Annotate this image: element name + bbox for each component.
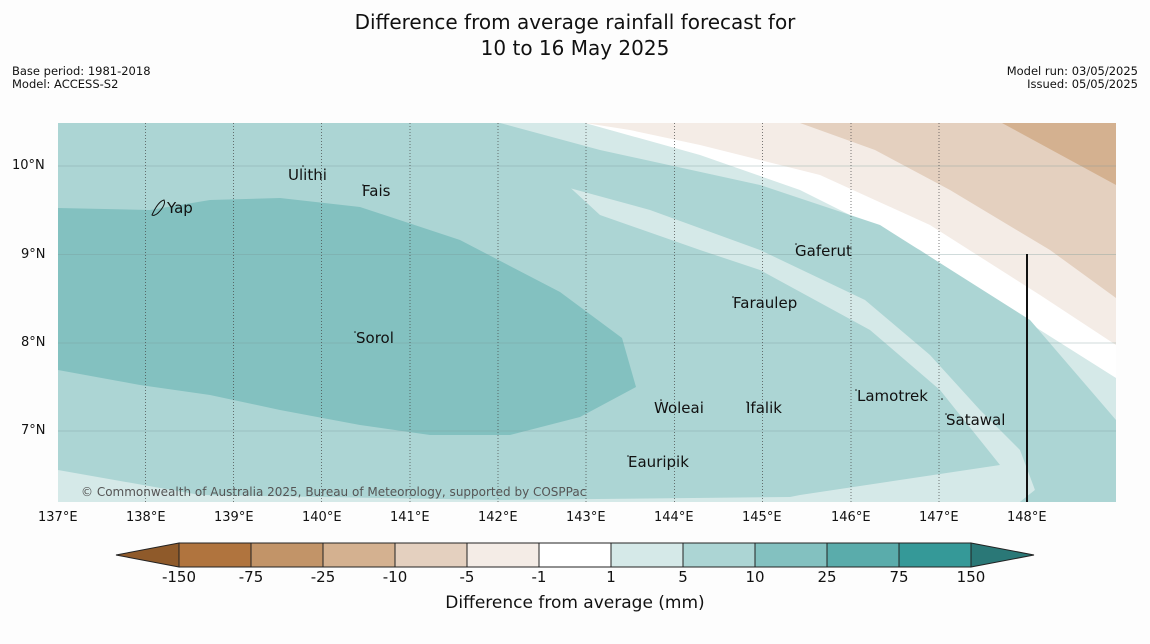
lon-label-147e: 147°E: [919, 510, 959, 525]
band-5-10-east: [58, 123, 1116, 502]
place-yap: Yap: [167, 199, 193, 217]
colorbar-label: -5: [459, 568, 475, 586]
lat-label-10n: 10°N: [12, 158, 45, 173]
lon-label-144e: 144°E: [654, 510, 694, 525]
lon-label-138e: 138°E: [126, 510, 166, 525]
colorbar-label: 10: [745, 568, 765, 586]
colorbar-label: 25: [817, 568, 837, 586]
island-dots: [302, 165, 947, 457]
band-10-25: [58, 198, 636, 435]
band-neg10-neg5: [800, 123, 1116, 298]
colorbar-label: -25: [310, 568, 336, 586]
place-lamotrek: Lamotrek: [857, 387, 928, 405]
lon-label-139e: 139°E: [214, 510, 254, 525]
place-sorol: Sorol: [356, 329, 394, 347]
issued-date: Issued: 05/05/2025: [1027, 77, 1138, 91]
lat-label-7n: 7°N: [21, 423, 46, 438]
gridlines: [58, 123, 1116, 502]
colorbar-label: -1: [531, 568, 547, 586]
colorbar-label: 150: [956, 568, 986, 586]
yap-island-icon: [151, 199, 165, 216]
colorbar-title: Difference from average (mm): [445, 593, 705, 613]
place-satawal: Satawal: [946, 411, 1006, 429]
place-ifalik: Ifalik: [746, 399, 782, 417]
colorbar-label: -10: [382, 568, 408, 586]
lon-label-148e: 148°E: [1007, 510, 1047, 525]
title-line-2: 10 to 16 May 2025: [480, 36, 670, 60]
model-name: Model: ACCESS-S2: [12, 77, 119, 91]
base-period: Base period: 1981-2018: [12, 64, 151, 78]
colorbar-label: 5: [678, 568, 688, 586]
place-gaferut: Gaferut: [795, 242, 852, 260]
colorbar: [115, 542, 1035, 568]
colorbar-label: 1: [606, 568, 616, 586]
band-neg25-neg10: [1002, 123, 1116, 185]
copyright-credit: © Commonwealth of Australia 2025, Bureau…: [81, 485, 587, 499]
lon-label-146e: 146°E: [831, 510, 871, 525]
colorbar-label: 75: [889, 568, 909, 586]
lon-label-141e: 141°E: [390, 510, 430, 525]
model-run: Model run: 03/05/2025: [1006, 64, 1138, 78]
lon-label-137e: 137°E: [38, 510, 78, 525]
place-woleai: Woleai: [654, 399, 704, 417]
place-fais: Fais: [362, 182, 391, 200]
place-ulithi: Ulithi: [288, 166, 327, 184]
lat-label-9n: 9°N: [21, 247, 46, 262]
lon-label-143e: 143°E: [566, 510, 606, 525]
lon-label-140e: 140°E: [302, 510, 342, 525]
place-eauripik: Eauripik: [628, 453, 689, 471]
place-faraulep: Faraulep: [733, 294, 798, 312]
colorbar-label: -150: [161, 568, 197, 586]
lon-label-145e: 145°E: [742, 510, 782, 525]
colorbar-label: -75: [238, 568, 264, 586]
lat-label-8n: 8°N: [21, 335, 46, 350]
map-area: [58, 123, 1116, 502]
lon-label-142e: 142°E: [478, 510, 518, 525]
title-line-1: Difference from average rainfall forecas…: [354, 10, 796, 34]
